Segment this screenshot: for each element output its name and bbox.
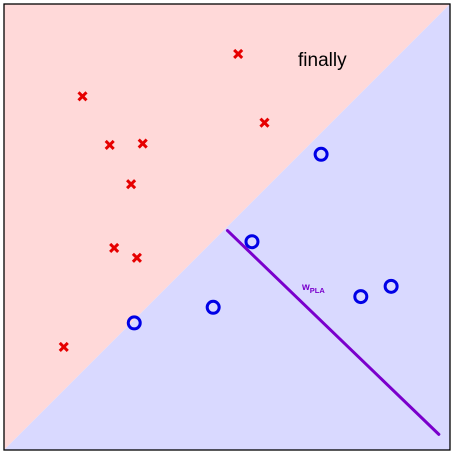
cross-stroke-b (77, 91, 88, 102)
cross-point-3 (259, 117, 270, 128)
data-points (58, 48, 399, 353)
caption-finally: finally (298, 50, 347, 71)
cross-stroke-b (104, 139, 115, 150)
cross-point-1 (233, 48, 244, 60)
weight-vector-group (225, 229, 441, 436)
circle-point-3 (383, 278, 399, 294)
cross-point-2 (77, 91, 88, 102)
weight-label: wPLA (301, 282, 325, 295)
cross-stroke-b (233, 48, 244, 60)
cross-stroke-b (131, 252, 142, 263)
weight-label-main: w (301, 282, 310, 293)
circle-point-4 (353, 289, 369, 305)
cross-point-4 (137, 138, 148, 149)
cross-point-9 (58, 341, 69, 353)
circle-point-1 (313, 146, 329, 162)
cross-stroke-b (58, 341, 69, 353)
decision-regions (4, 4, 450, 450)
cross-point-7 (109, 242, 120, 254)
circle-point-2 (244, 234, 260, 250)
circle-point-6 (126, 315, 142, 331)
cross-stroke-b (137, 138, 148, 149)
weight-vector-line (225, 229, 441, 436)
cross-stroke-b (109, 242, 120, 254)
weight-label-subscript: PLA (310, 286, 326, 295)
cross-point-5 (104, 139, 115, 150)
circle-point-5 (205, 299, 221, 315)
cross-stroke-b (126, 179, 137, 190)
plot-frame (3, 3, 451, 451)
cross-stroke-b (259, 117, 270, 128)
cross-point-6 (126, 179, 137, 190)
cross-point-8 (131, 252, 142, 263)
